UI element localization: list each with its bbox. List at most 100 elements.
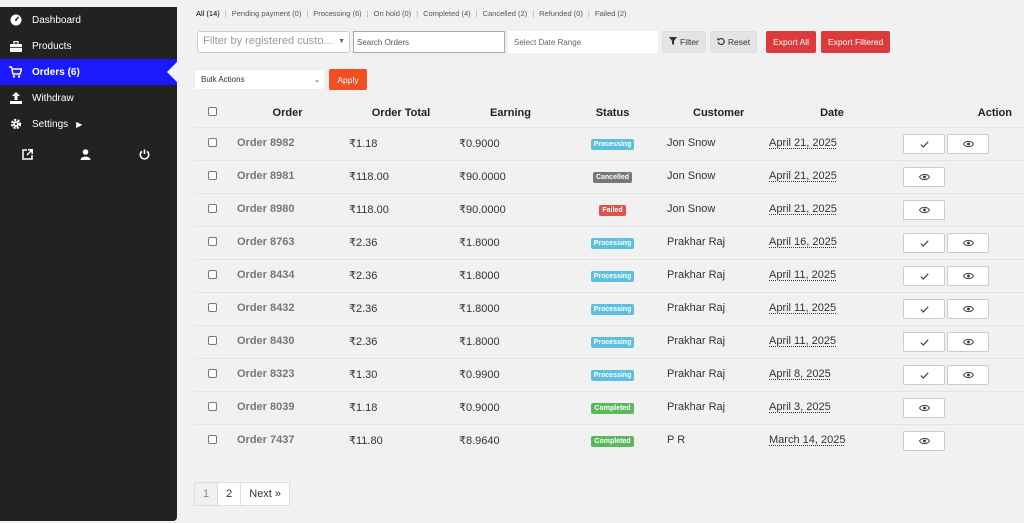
tab-cancelled[interactable]: Cancelled (2) xyxy=(482,9,528,18)
order-date: March 14, 2025 xyxy=(769,433,846,446)
status-cell: Failed xyxy=(564,192,661,226)
complete-order-button[interactable] xyxy=(903,266,945,286)
tab-separator: | xyxy=(532,9,535,18)
sidebar-item-label: Withdraw xyxy=(32,92,74,104)
next-page-button[interactable]: Next » xyxy=(249,488,282,500)
view-order-button[interactable] xyxy=(947,331,989,352)
complete-order-button[interactable] xyxy=(903,233,945,253)
tab-failed[interactable]: Failed (2) xyxy=(594,9,627,18)
page-1-button[interactable]: 1 xyxy=(195,483,219,505)
row-checkbox[interactable] xyxy=(207,170,217,180)
power-icon[interactable] xyxy=(137,147,151,161)
order-total: ₹118.00 xyxy=(345,159,457,193)
view-order-button[interactable] xyxy=(903,166,945,187)
date-cell: March 14, 2025 xyxy=(763,423,901,457)
view-order-button[interactable] xyxy=(947,265,989,286)
header-date: Date xyxy=(820,107,844,120)
table-header-row: Order Order Total Earning Status Custome… xyxy=(194,100,1024,127)
tab-refunded[interactable]: Refunded (0) xyxy=(539,9,583,18)
page-2-button[interactable]: 2 xyxy=(218,483,242,505)
order-date: April 21, 2025 xyxy=(769,136,837,149)
order-link[interactable]: Order 8432 xyxy=(230,291,345,325)
order-link[interactable]: Order 8434 xyxy=(230,258,345,292)
status-badge: Processing xyxy=(590,336,635,348)
sidebar-item-orders[interactable]: Orders (6) xyxy=(0,59,177,85)
row-check-cell xyxy=(194,258,230,292)
tab-processing[interactable]: Processing (6) xyxy=(313,9,362,18)
order-link[interactable]: Order 8323 xyxy=(230,357,345,391)
tab-all[interactable]: All (14) xyxy=(196,9,220,18)
check-icon xyxy=(919,239,929,247)
row-checkbox[interactable] xyxy=(207,269,217,279)
row-checkbox[interactable] xyxy=(207,401,217,411)
sidebar-item-products[interactable]: Products xyxy=(0,33,177,59)
complete-order-button[interactable] xyxy=(903,332,945,352)
order-link[interactable]: Order 8982 xyxy=(230,126,345,160)
filter-button[interactable]: Filter xyxy=(662,31,706,53)
order-link[interactable]: Order 8430 xyxy=(230,324,345,358)
order-total: ₹2.36 xyxy=(345,258,457,292)
export-filtered-button[interactable]: Export Filtered xyxy=(821,31,891,53)
row-check-cell xyxy=(194,390,230,424)
select-all-checkbox[interactable] xyxy=(207,107,217,117)
tab-on-hold[interactable]: On hold (0) xyxy=(373,9,412,18)
order-earning: ₹1.8000 xyxy=(457,324,564,358)
row-checkbox[interactable] xyxy=(207,302,217,312)
order-link[interactable]: Order 7437 xyxy=(230,423,345,457)
complete-order-button[interactable] xyxy=(903,134,945,154)
select-all-cell xyxy=(194,100,230,127)
bulk-actions-select[interactable]: Bulk Actions ⌄ xyxy=(194,69,325,90)
view-order-button[interactable] xyxy=(903,430,945,451)
tab-completed[interactable]: Completed (4) xyxy=(423,9,471,18)
row-check-cell xyxy=(194,225,230,259)
row-checkbox[interactable] xyxy=(207,137,217,147)
action-cell xyxy=(901,423,1024,457)
briefcase-icon xyxy=(9,40,22,53)
tab-pending-payment[interactable]: Pending payment (0) xyxy=(231,9,302,18)
order-total: ₹2.36 xyxy=(345,291,457,325)
customer-name: Prakhar Raj xyxy=(661,357,763,391)
order-link[interactable]: Order 8763 xyxy=(230,225,345,259)
complete-order-button[interactable] xyxy=(903,299,945,319)
reset-button-label: Reset xyxy=(727,37,751,47)
tab-separator: | xyxy=(587,9,590,18)
view-order-button[interactable] xyxy=(947,364,989,385)
order-link[interactable]: Order 8039 xyxy=(230,390,345,424)
view-order-button[interactable] xyxy=(903,397,945,418)
row-checkbox[interactable] xyxy=(207,368,217,378)
view-order-button[interactable] xyxy=(947,133,989,154)
sidebar-item-settings[interactable]: Settings ▶ xyxy=(0,111,177,137)
sidebar-item-withdraw[interactable]: Withdraw xyxy=(0,85,177,111)
view-order-button[interactable] xyxy=(947,232,989,253)
order-link[interactable]: Order 8980 xyxy=(230,192,345,226)
gear-icon xyxy=(9,118,22,131)
order-total: ₹1.18 xyxy=(345,390,457,424)
row-checkbox[interactable] xyxy=(207,236,217,246)
sidebar-footer xyxy=(0,137,177,161)
external-link-icon[interactable] xyxy=(20,147,34,161)
date-range-input[interactable] xyxy=(508,31,658,53)
apply-button[interactable]: Apply xyxy=(329,69,367,90)
user-icon[interactable] xyxy=(79,147,93,161)
eye-icon xyxy=(918,404,930,412)
export-all-button[interactable]: Export All xyxy=(766,31,817,53)
orders-main: All (14) | Pending payment (0) | Processin… xyxy=(192,0,1024,523)
view-order-button[interactable] xyxy=(947,298,989,319)
row-checkbox[interactable] xyxy=(207,335,217,345)
eye-icon xyxy=(918,173,930,181)
reset-button[interactable]: Reset xyxy=(709,31,758,53)
search-orders-input[interactable] xyxy=(353,31,505,53)
customer-filter-select[interactable]: Filter by registered custo... ▼ xyxy=(197,31,350,53)
status-tabs: All (14) | Pending payment (0) | Processin… xyxy=(196,9,632,18)
eye-icon xyxy=(962,338,974,346)
complete-order-button[interactable] xyxy=(903,365,945,385)
order-earning: ₹1.8000 xyxy=(457,258,564,292)
date-cell: April 21, 2025 xyxy=(763,126,901,160)
action-cell xyxy=(901,225,1024,259)
order-link[interactable]: Order 8981 xyxy=(230,159,345,193)
view-order-button[interactable] xyxy=(903,199,945,220)
sidebar-item-dashboard[interactable]: Dashboard xyxy=(0,7,177,33)
row-checkbox[interactable] xyxy=(207,203,217,213)
caret-right-icon: ▶ xyxy=(76,119,83,129)
row-checkbox[interactable] xyxy=(207,434,217,444)
